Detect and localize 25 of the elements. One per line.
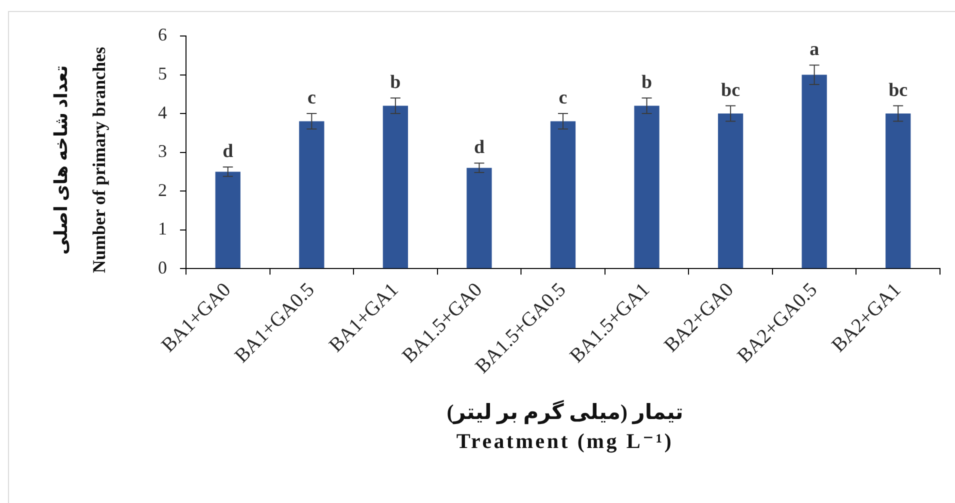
y-tick-label: 3: [158, 141, 167, 162]
annotation: a: [810, 39, 820, 60]
annotation: bc: [888, 80, 908, 101]
annotation: c: [307, 88, 316, 109]
annotation: c: [558, 88, 568, 109]
bar: [718, 114, 744, 268]
y-tick-label: 6: [158, 24, 167, 45]
y-tick-label: 5: [158, 64, 167, 84]
y-tick-label: 4: [158, 102, 167, 122]
bar: [634, 106, 660, 268]
y-tick-label: 2: [158, 180, 167, 200]
annotation: b: [390, 72, 401, 94]
bar: [299, 121, 324, 268]
y-tick-label: 0: [158, 257, 167, 278]
bar: [382, 106, 408, 268]
annotation: d: [222, 141, 234, 162]
annotation: d: [474, 137, 485, 158]
annotation: b: [641, 72, 652, 94]
bar: [466, 168, 492, 268]
bar: [802, 74, 827, 268]
bar: [215, 172, 240, 268]
bar: [550, 121, 576, 268]
annotation: bc: [721, 80, 740, 101]
y-tick-label: 1: [158, 218, 167, 239]
bar: [886, 114, 911, 268]
